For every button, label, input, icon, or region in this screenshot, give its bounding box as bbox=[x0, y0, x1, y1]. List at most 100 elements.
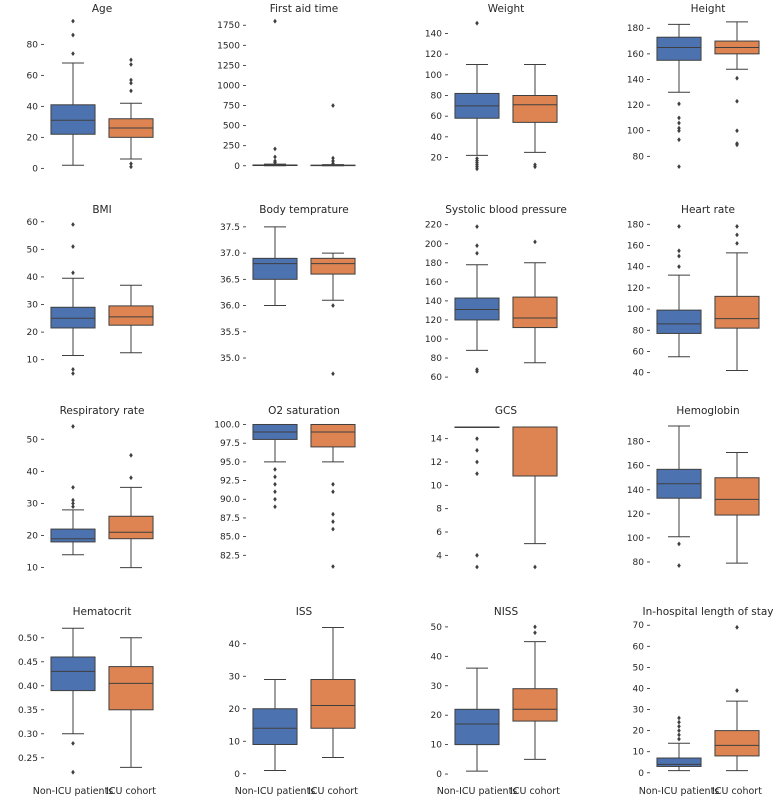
outlier-point bbox=[533, 239, 537, 245]
outlier-point bbox=[71, 504, 75, 510]
y-tick-label: 120 bbox=[627, 284, 644, 294]
y-tick-label: 20 bbox=[27, 532, 39, 542]
y-tick-label: 40 bbox=[431, 652, 443, 662]
y-tick-label: 140 bbox=[425, 297, 442, 307]
y-tick-label: 87.5 bbox=[220, 514, 240, 524]
y-tick-label: 40 bbox=[27, 102, 39, 112]
y-tick-label: 37.5 bbox=[220, 223, 240, 233]
box-icu bbox=[714, 451, 760, 564]
iqr-box bbox=[50, 656, 96, 692]
box-icu bbox=[310, 627, 356, 758]
iqr-box bbox=[108, 666, 154, 711]
y-tick-label: 10 bbox=[431, 741, 443, 751]
iqr-box bbox=[512, 296, 558, 329]
outlier-point bbox=[71, 32, 75, 38]
box-non-icu bbox=[454, 667, 500, 772]
y-tick-label: 0.45 bbox=[18, 658, 38, 668]
outlier-point bbox=[677, 248, 681, 254]
outlier-point bbox=[129, 475, 133, 481]
iqr-box bbox=[50, 104, 96, 135]
y-tick-label: 20 bbox=[431, 711, 443, 721]
y-tick-label: 0 bbox=[234, 770, 240, 780]
outlier-point bbox=[331, 564, 335, 569]
y-tick-label: 30 bbox=[633, 706, 645, 716]
outlier-point bbox=[677, 563, 681, 568]
y-tick-label: 80 bbox=[431, 354, 443, 364]
iqr-box bbox=[714, 730, 760, 757]
outlier-point bbox=[273, 504, 277, 510]
outlier-point bbox=[677, 736, 681, 742]
outlier-point bbox=[71, 741, 75, 746]
y-tick-label: 100 bbox=[425, 335, 442, 345]
y-tick-label: 20 bbox=[27, 328, 39, 338]
outlier-point bbox=[331, 526, 335, 532]
subplot-body-temprature: Body temprature 35.0 35.5 36.0 36.5 37.0 37.5 bbox=[220, 204, 356, 377]
y-tick-label: 160 bbox=[627, 241, 644, 251]
subplot-title: O2 saturation bbox=[268, 405, 340, 417]
y-tick-label: 36.0 bbox=[220, 302, 240, 312]
y-tick-label: 20 bbox=[229, 705, 241, 715]
outlier-point bbox=[475, 368, 479, 374]
y-tick-label: 20 bbox=[431, 154, 443, 164]
x-tick-label: ICU cohort bbox=[308, 786, 358, 796]
outlier-point bbox=[677, 732, 681, 738]
iqr-box bbox=[512, 95, 558, 123]
y-tick-label: 140 bbox=[627, 263, 644, 273]
outlier-point bbox=[71, 501, 75, 506]
y-tick-label: 0 bbox=[234, 162, 240, 172]
y-tick-label: 120 bbox=[425, 316, 442, 326]
outlier-point bbox=[533, 164, 537, 170]
outlier-point bbox=[273, 481, 277, 487]
box-icu bbox=[714, 21, 760, 148]
subplot-title: Hematocrit bbox=[73, 606, 132, 618]
outlier-point bbox=[273, 489, 277, 495]
y-tick-label: 36.5 bbox=[220, 275, 240, 285]
outlier-point bbox=[475, 436, 479, 442]
outlier-point bbox=[129, 164, 133, 170]
subplot-title: Height bbox=[691, 3, 726, 15]
box-icu bbox=[512, 426, 558, 570]
outlier-point bbox=[735, 75, 739, 81]
x-tick-label: Non-ICU patients bbox=[437, 786, 518, 796]
iqr-box bbox=[512, 688, 558, 722]
outlier-point bbox=[475, 564, 479, 570]
box-non-icu bbox=[656, 425, 702, 568]
outlier-point bbox=[677, 724, 681, 729]
y-tick-label: 80 bbox=[633, 326, 645, 336]
box-icu bbox=[714, 224, 760, 372]
outlier-point bbox=[129, 452, 133, 458]
y-tick-label: 97.5 bbox=[220, 439, 240, 449]
outlier-point bbox=[331, 371, 335, 377]
subplot-heart-rate: Heart rate 40 60 80 100 120 140 160 180 bbox=[627, 204, 760, 379]
y-tick-label: 160 bbox=[627, 462, 644, 472]
subplot-hemoglobin: Hemoglobin 80 100 120 140 160 180 bbox=[627, 405, 760, 568]
outlier-point bbox=[677, 253, 681, 259]
box-icu bbox=[512, 239, 558, 364]
y-tick-label: 100 bbox=[425, 71, 442, 81]
box-non-icu bbox=[252, 18, 298, 167]
outlier-point bbox=[533, 624, 537, 630]
box-icu bbox=[108, 284, 154, 354]
y-tick-label: 4 bbox=[436, 551, 442, 561]
x-tick-label: ICU cohort bbox=[510, 786, 560, 796]
subplot-gcs: GCS 4 6 8 10 12 14 bbox=[431, 405, 558, 570]
outlier-point bbox=[129, 62, 133, 67]
outlier-point bbox=[129, 80, 133, 86]
box-non-icu bbox=[656, 715, 702, 772]
subplot-title: BMI bbox=[92, 204, 111, 216]
box-icu bbox=[310, 103, 356, 167]
outlier-point bbox=[71, 51, 75, 57]
outlier-point bbox=[677, 115, 681, 121]
y-tick-label: 140 bbox=[627, 75, 644, 85]
iqr-box bbox=[512, 426, 558, 477]
y-tick-label: 95.0 bbox=[220, 458, 240, 468]
y-tick-label: 0 bbox=[638, 769, 644, 779]
outlier-point bbox=[677, 264, 681, 270]
outlier-point bbox=[129, 77, 133, 83]
subplot-weight: Weight 20 40 60 80 100 120 140 bbox=[425, 3, 558, 172]
outlier-point bbox=[331, 155, 335, 161]
subplot-title: NISS bbox=[494, 606, 519, 618]
box-non-icu bbox=[454, 224, 500, 374]
